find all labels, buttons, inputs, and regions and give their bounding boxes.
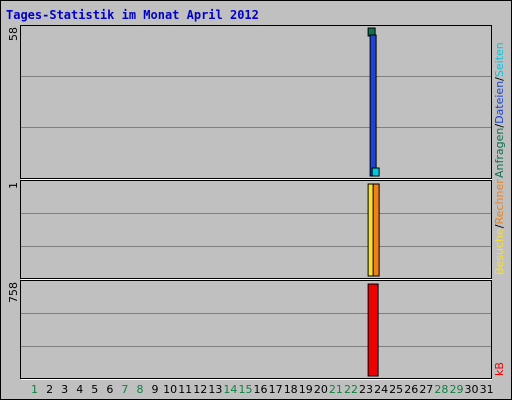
y-max-label-mid: 1 [7, 182, 20, 189]
x-tick-day-28: 28 [434, 383, 448, 396]
x-tick-day-4: 4 [76, 383, 83, 396]
x-tick-day-10: 10 [163, 383, 177, 396]
legend-label-top: Anfragen/Dateien/Seiten [493, 42, 506, 178]
x-tick-day-31: 31 [480, 383, 494, 396]
x-tick-day-3: 3 [61, 383, 68, 396]
x-tick-day-15: 15 [238, 383, 252, 396]
x-tick-day-17: 17 [269, 383, 283, 396]
legend-part-mid-0: Besuche [493, 228, 506, 275]
y-max-label-top: 58 [7, 27, 20, 41]
x-tick-day-27: 27 [419, 383, 433, 396]
x-tick-day-29: 29 [449, 383, 463, 396]
x-tick-day-11: 11 [178, 383, 192, 396]
x-tick-day-25: 25 [389, 383, 403, 396]
bar-dateien-day-24 [370, 35, 376, 176]
chart-title: Tages-Statistik im Monat April 2012 [6, 8, 259, 22]
x-tick-day-9: 9 [152, 383, 159, 396]
panel-top [21, 26, 492, 179]
x-tick-day-2: 2 [46, 383, 53, 396]
x-tick-day-24: 24 [374, 383, 388, 396]
x-tick-day-26: 26 [404, 383, 418, 396]
x-tick-day-16: 16 [254, 383, 268, 396]
y-max-label-bot: 758 [7, 282, 20, 303]
legend-part-bot-0: kB [493, 362, 506, 376]
legend-label-mid: Besuche/Rechner [493, 179, 506, 275]
x-tick-day-18: 18 [284, 383, 298, 396]
x-tick-day-12: 12 [193, 383, 207, 396]
x-tick-day-30: 30 [465, 383, 479, 396]
x-tick-day-13: 13 [208, 383, 222, 396]
x-tick-day-22: 22 [344, 383, 358, 396]
bar-rechner-day-24 [373, 184, 379, 276]
legend-part-top-2: Dateien [493, 81, 506, 124]
x-tick-day-14: 14 [223, 383, 237, 396]
x-tick-day-23: 23 [359, 383, 373, 396]
x-tick-day-6: 6 [106, 383, 113, 396]
x-tick-day-1: 1 [31, 383, 38, 396]
x-tick-day-20: 20 [314, 383, 328, 396]
x-tick-day-19: 19 [299, 383, 313, 396]
panel-mid [21, 181, 492, 279]
legend-part-mid-2: Rechner [493, 179, 506, 225]
panel-bot [21, 281, 492, 379]
x-tick-day-5: 5 [91, 383, 98, 396]
legend-label-bot: kB [493, 362, 506, 376]
legend-part-top-4: Seiten [493, 42, 506, 77]
x-tick-day-21: 21 [329, 383, 343, 396]
x-tick-day-8: 8 [136, 383, 143, 396]
x-tick-day-7: 7 [121, 383, 128, 396]
legend-part-top-0: Anfragen [493, 128, 506, 178]
bar-kb-day-24 [368, 284, 378, 376]
bar-seiten-day-24 [372, 168, 379, 176]
